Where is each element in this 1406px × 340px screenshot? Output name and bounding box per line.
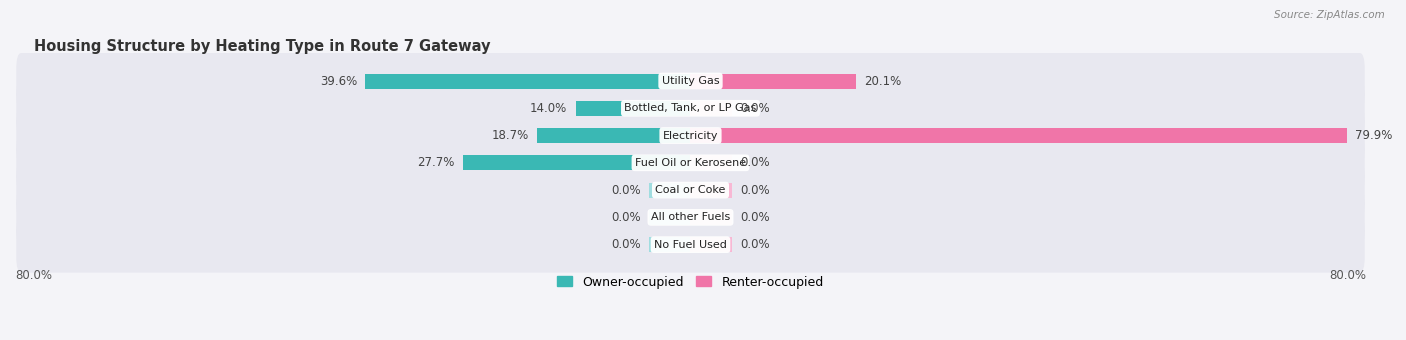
Bar <box>690 101 731 116</box>
Legend: Owner-occupied, Renter-occupied: Owner-occupied, Renter-occupied <box>553 271 828 294</box>
Text: 0.0%: 0.0% <box>740 102 769 115</box>
Text: 39.6%: 39.6% <box>319 74 357 87</box>
Text: Source: ZipAtlas.com: Source: ZipAtlas.com <box>1274 10 1385 20</box>
FancyBboxPatch shape <box>17 162 1365 218</box>
Bar <box>650 210 690 225</box>
Text: All other Fuels: All other Fuels <box>651 212 730 222</box>
Bar <box>690 128 1347 143</box>
Text: 0.0%: 0.0% <box>612 238 641 251</box>
Text: 18.7%: 18.7% <box>492 129 529 142</box>
Text: Electricity: Electricity <box>662 131 718 140</box>
Bar <box>463 155 690 170</box>
Text: 0.0%: 0.0% <box>740 184 769 197</box>
Text: 0.0%: 0.0% <box>740 238 769 251</box>
Text: 0.0%: 0.0% <box>612 211 641 224</box>
Text: 0.0%: 0.0% <box>740 156 769 169</box>
Bar <box>690 155 731 170</box>
FancyBboxPatch shape <box>17 189 1365 245</box>
Bar <box>366 73 690 88</box>
Text: Fuel Oil or Kerosene: Fuel Oil or Kerosene <box>636 158 747 168</box>
Text: 0.0%: 0.0% <box>740 211 769 224</box>
Text: 20.1%: 20.1% <box>863 74 901 87</box>
FancyBboxPatch shape <box>17 80 1365 136</box>
Text: 79.9%: 79.9% <box>1355 129 1392 142</box>
FancyBboxPatch shape <box>17 53 1365 109</box>
FancyBboxPatch shape <box>17 107 1365 164</box>
Text: Utility Gas: Utility Gas <box>662 76 720 86</box>
Bar <box>690 73 856 88</box>
Text: 0.0%: 0.0% <box>612 184 641 197</box>
FancyBboxPatch shape <box>17 135 1365 191</box>
Bar <box>690 210 731 225</box>
Text: 27.7%: 27.7% <box>418 156 454 169</box>
Bar <box>650 183 690 198</box>
Bar <box>575 101 690 116</box>
FancyBboxPatch shape <box>17 217 1365 273</box>
Bar <box>537 128 690 143</box>
Bar <box>690 237 731 252</box>
Bar <box>690 183 731 198</box>
Text: Bottled, Tank, or LP Gas: Bottled, Tank, or LP Gas <box>624 103 756 113</box>
Text: Housing Structure by Heating Type in Route 7 Gateway: Housing Structure by Heating Type in Rou… <box>34 39 491 54</box>
Text: No Fuel Used: No Fuel Used <box>654 240 727 250</box>
Bar <box>650 237 690 252</box>
Text: 14.0%: 14.0% <box>530 102 567 115</box>
Text: Coal or Coke: Coal or Coke <box>655 185 725 195</box>
